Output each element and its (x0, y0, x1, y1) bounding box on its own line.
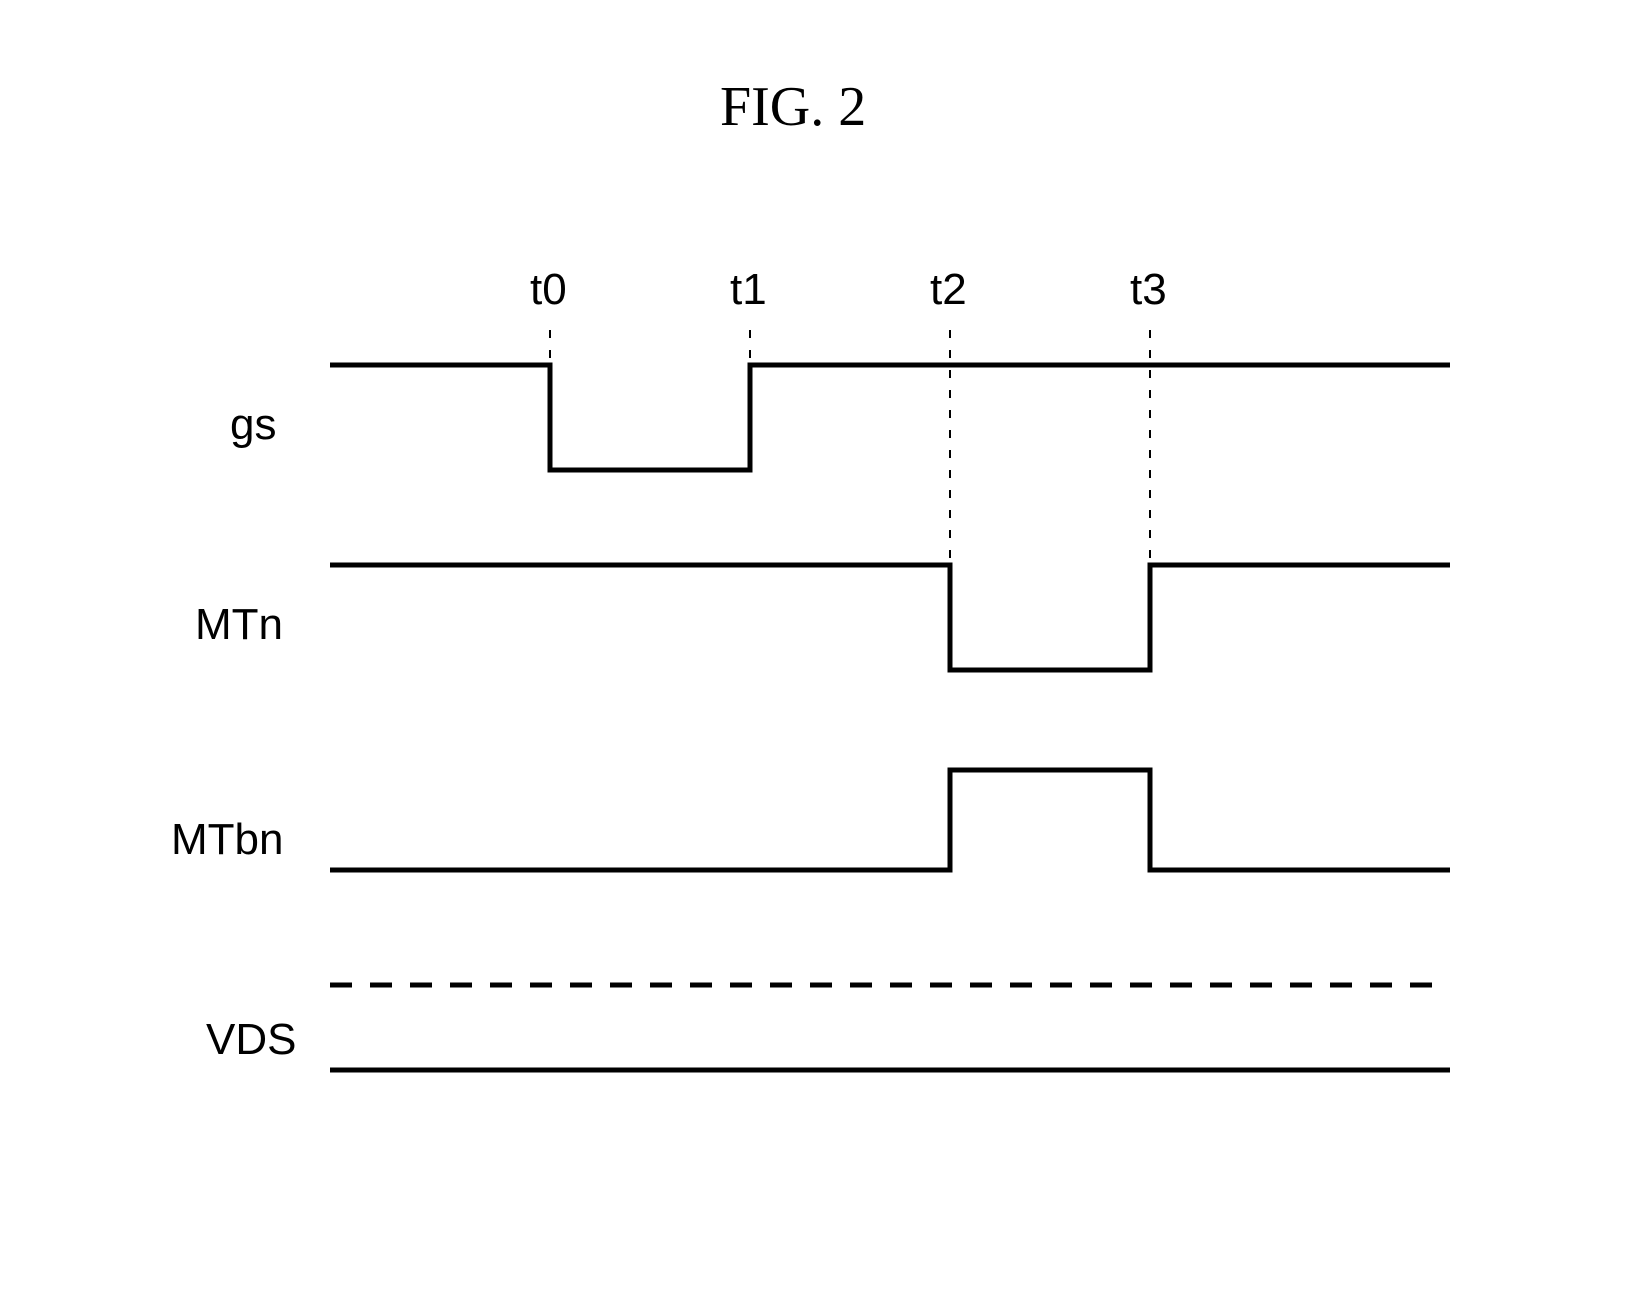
signal-gs-waveform (330, 365, 1450, 470)
timing-diagram-svg (0, 0, 1644, 1296)
timing-diagram-container: FIG. 2 t0 t1 t2 t3 gs MTn MTbn VDS (0, 0, 1644, 1296)
signal-mtbn-waveform (330, 770, 1450, 870)
signal-mtn-waveform (330, 565, 1450, 670)
